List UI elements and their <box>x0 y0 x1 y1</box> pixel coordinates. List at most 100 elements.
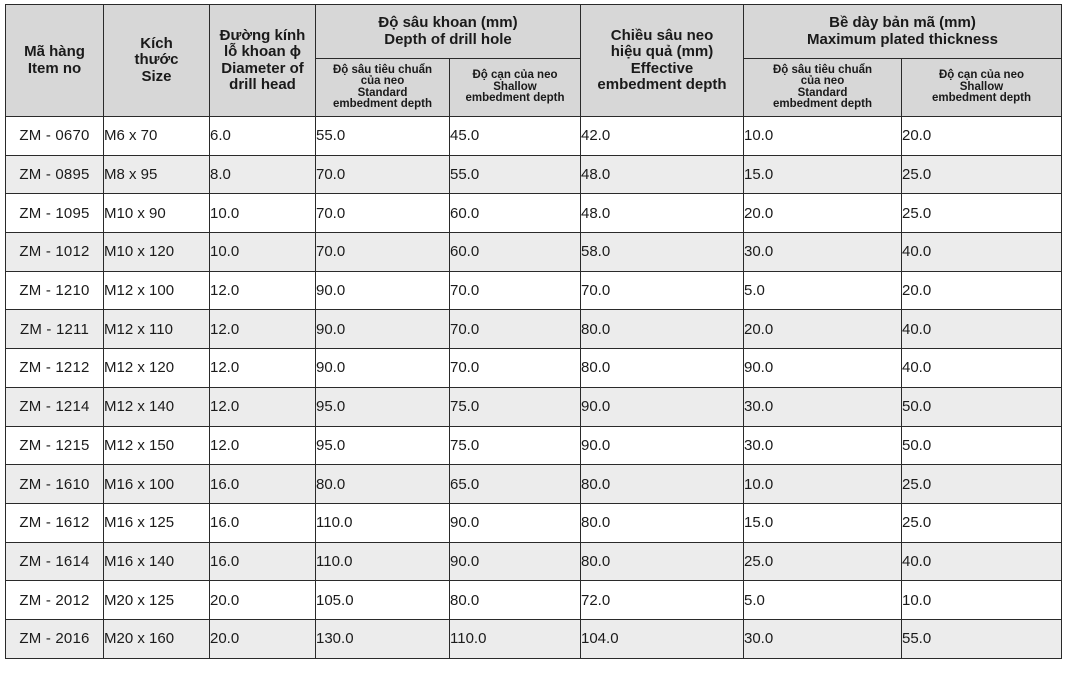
cell-shallow-drill-depth: 75.0 <box>449 386 581 427</box>
cell-effective-embedment-depth: 80.0 <box>580 502 744 543</box>
cell-size: M10 x 120 <box>103 232 210 272</box>
cell-item-no: ZM - 1614 <box>5 541 104 582</box>
cell-shallow-drill-depth: 60.0 <box>449 232 581 272</box>
cell-effective-embedment-depth: 72.0 <box>580 580 744 620</box>
header-effective: Chiều sâu neo hiệu quả (mm) Effective em… <box>580 4 744 117</box>
cell-size: M8 x 95 <box>103 154 210 195</box>
cell-shallow-drill-depth: 60.0 <box>449 193 581 234</box>
table-row: ZM - 2012 M20 x 125 20.0 105.0 80.0 72.0 5.0 10… <box>5 580 1062 620</box>
cell-effective-embedment-depth: 90.0 <box>580 425 744 466</box>
header-plated-shallow: Độ cạn của neo Shallow embedment depth <box>901 58 1062 117</box>
table-header: Mã hàng Item no Kích thước Size Đường kí… <box>5 4 1062 117</box>
sub-pstd-line4: embedment depth <box>772 98 873 110</box>
cell-effective-embedment-depth: 48.0 <box>580 193 744 234</box>
cell-plated-thickness-standard: 30.0 <box>743 618 902 659</box>
cell-item-no: ZM - 1212 <box>5 348 104 388</box>
cell-shallow-drill-depth: 110.0 <box>449 618 581 659</box>
header-diameter-line2: lỗ khoan ϕ <box>223 43 302 61</box>
cell-plated-thickness-shallow: 40.0 <box>901 541 1062 582</box>
cell-standard-drill-depth: 95.0 <box>315 425 450 466</box>
cell-plated-thickness-standard: 30.0 <box>743 232 902 272</box>
sub-pstd-line1: Độ sâu tiêu chuẩn <box>772 63 873 76</box>
cell-plated-thickness-shallow: 25.0 <box>901 154 1062 195</box>
cell-item-no: ZM - 1214 <box>5 386 104 427</box>
cell-shallow-drill-depth: 75.0 <box>449 425 581 466</box>
cell-effective-embedment-depth: 42.0 <box>580 116 744 156</box>
header-item-en: Item no <box>27 59 82 77</box>
header-effective-line4: embedment depth <box>597 75 727 93</box>
cell-plated-thickness-standard: 30.0 <box>743 425 902 466</box>
cell-item-no: ZM - 0895 <box>5 154 104 195</box>
sub-psha-line2: Shallow <box>959 80 1004 93</box>
cell-drill-diameter: 12.0 <box>209 425 316 466</box>
table-row: ZM - 1614 M16 x 140 16.0 110.0 90.0 80.0 25.0 4… <box>5 541 1062 582</box>
cell-size: M20 x 125 <box>103 580 210 620</box>
header-diameter: Đường kính lỗ khoan ϕ Diameter of drill … <box>209 4 316 117</box>
cell-standard-drill-depth: 70.0 <box>315 193 450 234</box>
header-diameter-line1: Đường kính <box>219 27 306 45</box>
cell-effective-embedment-depth: 80.0 <box>580 309 744 350</box>
header-size-en: Size <box>141 67 172 85</box>
table-row: ZM - 1612 M16 x 125 16.0 110.0 90.0 80.0 15.0 2… <box>5 502 1062 543</box>
cell-standard-drill-depth: 70.0 <box>315 154 450 195</box>
cell-drill-diameter: 6.0 <box>209 116 316 156</box>
header-effective-line3: Effective <box>630 59 694 77</box>
header-effective-line1: Chiều sâu neo <box>610 27 714 45</box>
header-diameter-line3: Diameter of <box>221 59 304 77</box>
sub-std-line1: Độ sâu tiêu chuẩn <box>332 63 433 76</box>
table-row: ZM - 1095 M10 x 90 10.0 70.0 60.0 48.0 20.0 25.… <box>5 193 1062 234</box>
cell-drill-diameter: 16.0 <box>209 502 316 543</box>
cell-effective-embedment-depth: 70.0 <box>580 270 744 311</box>
cell-item-no: ZM - 2012 <box>5 580 104 620</box>
cell-drill-diameter: 10.0 <box>209 193 316 234</box>
cell-effective-embedment-depth: 90.0 <box>580 386 744 427</box>
cell-size: M12 x 100 <box>103 270 210 311</box>
cell-plated-thickness-standard: 20.0 <box>743 193 902 234</box>
cell-drill-diameter: 12.0 <box>209 309 316 350</box>
cell-shallow-drill-depth: 55.0 <box>449 154 581 195</box>
sub-sha-line2: Shallow <box>493 80 537 93</box>
cell-plated-thickness-standard: 15.0 <box>743 154 902 195</box>
cell-plated-thickness-shallow: 25.0 <box>901 193 1062 234</box>
spec-table: Mã hàng Item no Kích thước Size Đường kí… <box>5 4 1062 659</box>
cell-shallow-drill-depth: 45.0 <box>449 116 581 156</box>
table-row: ZM - 2016 M20 x 160 20.0 130.0 110.0 104.0 30.… <box>5 618 1062 659</box>
cell-standard-drill-depth: 95.0 <box>315 386 450 427</box>
cell-drill-diameter: 12.0 <box>209 348 316 388</box>
cell-standard-drill-depth: 130.0 <box>315 618 450 659</box>
cell-shallow-drill-depth: 80.0 <box>449 580 581 620</box>
cell-shallow-drill-depth: 70.0 <box>449 270 581 311</box>
cell-item-no: ZM - 1211 <box>5 309 104 350</box>
cell-shallow-drill-depth: 90.0 <box>449 541 581 582</box>
cell-drill-diameter: 12.0 <box>209 386 316 427</box>
cell-standard-drill-depth: 90.0 <box>315 270 450 311</box>
cell-item-no: ZM - 1012 <box>5 232 104 272</box>
cell-plated-thickness-shallow: 40.0 <box>901 232 1062 272</box>
cell-drill-diameter: 8.0 <box>209 154 316 195</box>
cell-drill-diameter: 20.0 <box>209 580 316 620</box>
cell-item-no: ZM - 1610 <box>5 464 104 504</box>
sub-psha-line3: embedment depth <box>931 92 1032 105</box>
cell-plated-thickness-standard: 20.0 <box>743 309 902 350</box>
cell-plated-thickness-shallow: 55.0 <box>901 618 1062 659</box>
header-item: Mã hàng Item no <box>5 4 104 117</box>
sub-std-line4: embedment depth <box>332 98 433 110</box>
cell-plated-thickness-shallow: 40.0 <box>901 309 1062 350</box>
sub-sha-line1: Độ cạn của neo <box>472 69 558 82</box>
sub-pstd-line3: Standard <box>797 86 848 99</box>
cell-item-no: ZM - 2016 <box>5 618 104 659</box>
sub-pstd-line2: của neo <box>800 75 845 87</box>
cell-size: M12 x 150 <box>103 425 210 466</box>
cell-plated-thickness-standard: 15.0 <box>743 502 902 543</box>
cell-plated-thickness-standard: 10.0 <box>743 116 902 156</box>
table-row: ZM - 0670 M6 x 70 6.0 55.0 45.0 42.0 10.0 20.0 <box>5 116 1062 156</box>
cell-shallow-drill-depth: 65.0 <box>449 464 581 504</box>
table-row: ZM - 0895 M8 x 95 8.0 70.0 55.0 48.0 15.0 25.0 <box>5 154 1062 195</box>
header-size-line2: thước <box>134 51 179 69</box>
cell-size: M20 x 160 <box>103 618 210 659</box>
cell-shallow-drill-depth: 70.0 <box>449 348 581 388</box>
cell-plated-thickness-standard: 5.0 <box>743 580 902 620</box>
header-plated-en: Maximum plated thickness <box>807 30 998 48</box>
cell-plated-thickness-standard: 5.0 <box>743 270 902 311</box>
cell-plated-thickness-shallow: 20.0 <box>901 270 1062 311</box>
